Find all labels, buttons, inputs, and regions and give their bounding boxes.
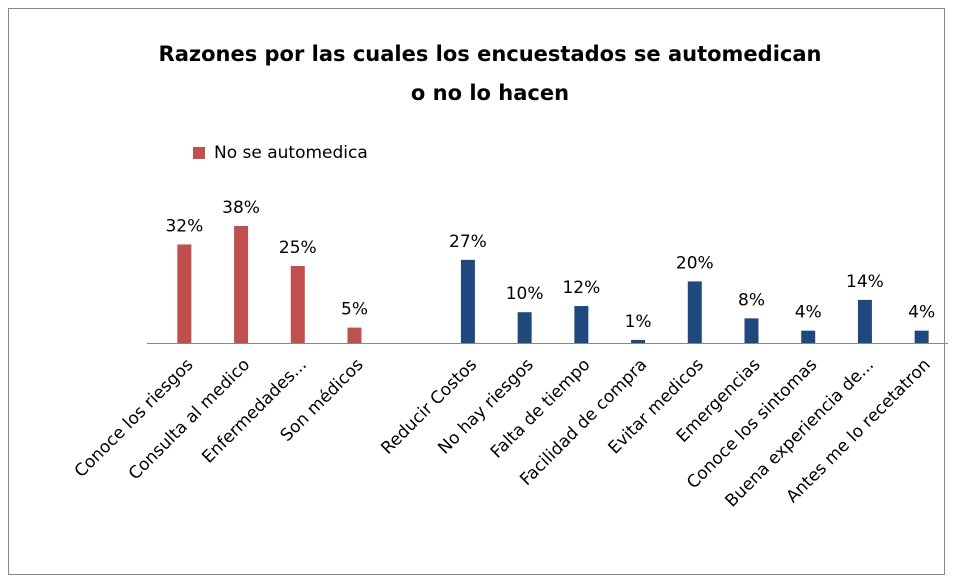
data-label: 27% — [449, 232, 487, 252]
data-label: 12% — [562, 278, 600, 298]
bar — [857, 299, 872, 343]
data-label: 25% — [279, 238, 317, 258]
bar — [517, 312, 532, 343]
data-label: 38% — [222, 198, 260, 218]
bar — [914, 330, 929, 343]
data-label: 4% — [795, 303, 822, 323]
data-label: 1% — [625, 312, 652, 332]
bar — [801, 330, 816, 343]
bar — [234, 225, 249, 343]
bar — [290, 266, 305, 343]
bar — [631, 339, 646, 343]
data-label: 8% — [738, 290, 765, 310]
data-label: 14% — [846, 272, 884, 292]
bar — [744, 318, 759, 343]
data-label: 4% — [908, 303, 935, 323]
bar — [177, 244, 192, 343]
data-label: 20% — [676, 253, 714, 273]
bar — [460, 259, 475, 343]
legend-swatch — [193, 147, 205, 159]
data-label: 32% — [165, 216, 203, 236]
chart-frame — [8, 8, 945, 575]
data-label: 5% — [341, 300, 368, 320]
bar — [574, 306, 589, 343]
legend-label: No se automedica — [214, 143, 368, 163]
chart-title: o no lo hacen — [411, 81, 569, 105]
bar — [347, 327, 362, 343]
data-label: 10% — [506, 284, 544, 304]
chart-title: Razones por las cuales los encuestados s… — [159, 42, 822, 66]
bar — [687, 281, 702, 343]
